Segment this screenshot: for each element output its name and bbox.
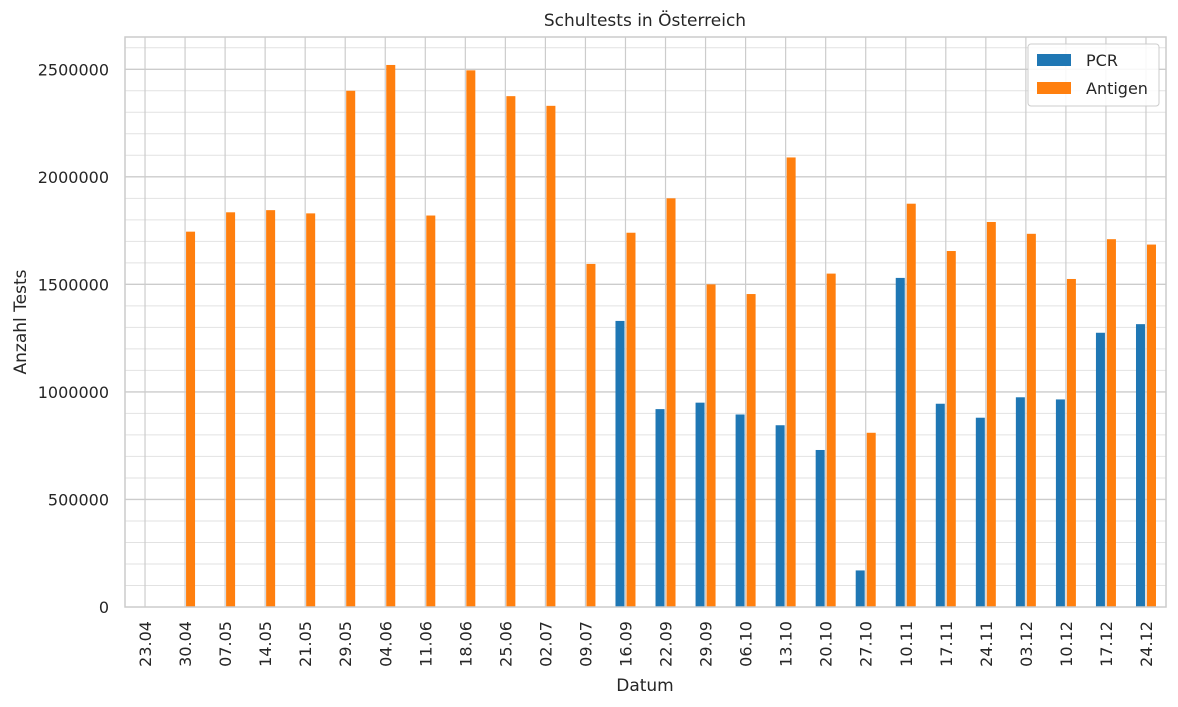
bar-antigen: [906, 203, 916, 607]
bar-antigen: [506, 96, 516, 607]
y-tick-label: 1500000: [38, 275, 109, 294]
x-tick-labels: 23.04 30.04 07.05 14.05 21.05 29.05 04.06 11.06…: [136, 621, 1156, 667]
bar-antigen: [546, 105, 556, 607]
y-tick-label: 2000000: [38, 168, 109, 187]
bar-pcr: [735, 414, 745, 607]
bar-antigen: [746, 294, 756, 607]
bar-pcr: [1135, 324, 1145, 607]
x-tick-label: 20.10: [817, 621, 836, 667]
bar-antigen: [466, 70, 476, 608]
legend-label-antigen: Antigen: [1086, 79, 1148, 98]
plot-area: [125, 37, 1166, 607]
x-tick-label: 21.05: [296, 621, 315, 667]
bar-pcr: [1095, 332, 1105, 607]
x-tick-label: 29.05: [336, 621, 355, 667]
bar-antigen: [346, 90, 356, 608]
y-tick-label: 1000000: [38, 383, 109, 402]
bar-pcr: [615, 320, 625, 607]
x-tick-label: 30.04: [176, 621, 195, 667]
bar-antigen: [1146, 244, 1156, 607]
bar-antigen: [1066, 278, 1076, 607]
x-tick-label: 06.10: [737, 621, 756, 667]
legend-swatch-antigen: [1037, 82, 1071, 94]
y-tick-labels: 0 500000 1000000 1500000 2000000 2500000: [38, 60, 109, 617]
bar-antigen: [866, 432, 876, 607]
bar-antigen: [266, 210, 276, 607]
legend-swatch-pcr: [1037, 54, 1071, 66]
bar-antigen: [666, 198, 676, 608]
x-tick-label: 27.10: [857, 621, 876, 667]
bar-antigen: [586, 263, 596, 607]
x-tick-label: 11.06: [416, 621, 435, 667]
bar-pcr: [655, 409, 665, 607]
bar-antigen: [426, 215, 436, 607]
bar-pcr: [695, 402, 705, 607]
bar-antigen: [626, 232, 636, 608]
chart-title: Schultests in Österreich: [544, 9, 746, 31]
bars: [186, 64, 1156, 608]
x-tick-label: 03.12: [1017, 621, 1036, 667]
y-tick-label: 2500000: [38, 60, 109, 79]
x-tick-label: 07.05: [216, 621, 235, 667]
bar-pcr: [935, 403, 945, 607]
x-tick-label: 18.06: [456, 621, 475, 667]
bar-antigen: [986, 221, 996, 607]
legend: PCR Antigen: [1027, 43, 1160, 107]
bar-antigen: [706, 284, 716, 607]
x-tick-label: 17.11: [937, 621, 956, 667]
x-tick-label: 29.09: [697, 621, 716, 667]
x-tick-label: 02.07: [536, 621, 555, 667]
x-axis-label: Datum: [616, 676, 674, 696]
bar-antigen: [946, 251, 956, 608]
bar-antigen: [386, 64, 396, 607]
x-tick-label: 04.06: [376, 621, 395, 667]
bar-pcr: [775, 425, 785, 607]
y-axis-label: Anzahl Tests: [11, 269, 31, 374]
x-tick-label: 24.12: [1137, 621, 1156, 667]
y-tick-label: 500000: [48, 490, 109, 509]
x-tick-label: 14.05: [256, 621, 275, 667]
y-tick-label: 0: [99, 598, 109, 617]
bar-pcr: [975, 417, 985, 607]
x-tick-label: 25.06: [496, 621, 515, 667]
legend-label-pcr: PCR: [1086, 51, 1118, 70]
x-tick-label: 23.04: [136, 621, 155, 667]
bar-antigen: [1026, 233, 1036, 607]
bar-antigen: [1106, 239, 1116, 608]
bar-pcr: [1015, 397, 1025, 607]
x-tick-label: 09.07: [576, 621, 595, 667]
bar-pcr: [815, 449, 825, 607]
bar-pcr: [895, 277, 905, 607]
bar-antigen: [786, 157, 796, 608]
x-tick-label: 10.11: [897, 621, 916, 667]
bar-antigen: [826, 273, 836, 607]
x-tick-label: 22.09: [657, 621, 676, 667]
x-tick-label: 17.12: [1097, 621, 1116, 667]
bar-pcr: [1055, 399, 1065, 607]
plot-frame: [124, 36, 1167, 608]
bar-antigen: [306, 213, 316, 607]
bar-antigen: [186, 231, 196, 607]
x-tick-label: 13.10: [777, 621, 796, 667]
x-tick-label: 16.09: [616, 621, 635, 667]
bar-pcr: [855, 570, 865, 607]
bar-antigen: [226, 212, 236, 607]
x-tick-label: 24.11: [977, 621, 996, 667]
x-tick-label: 10.12: [1057, 621, 1076, 667]
